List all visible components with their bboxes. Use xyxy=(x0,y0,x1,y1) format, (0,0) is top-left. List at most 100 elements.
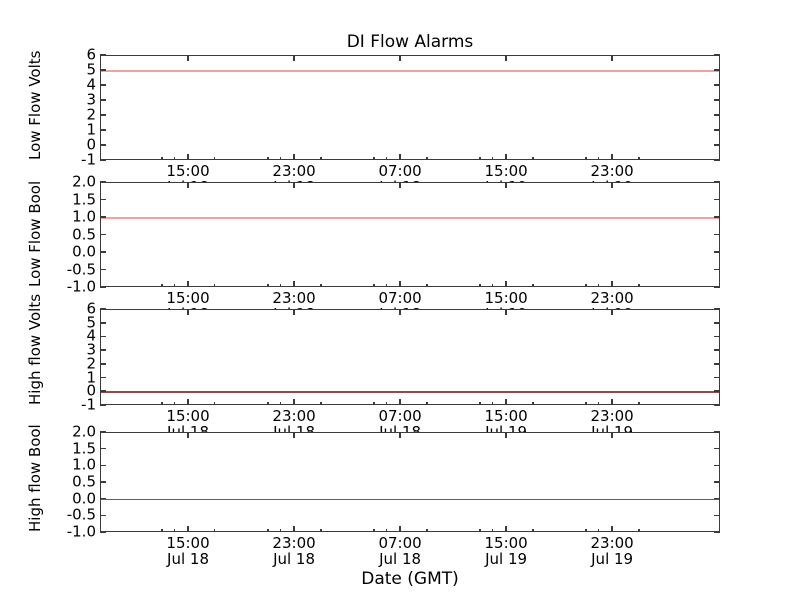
subplot-2-ytick-label: 6 xyxy=(86,299,96,318)
xtick-time: 15:00 xyxy=(166,407,210,425)
subplot-0-ytick-mark xyxy=(100,159,106,161)
subplot-1-xtick-minor xyxy=(597,284,600,287)
subplot-3-axes xyxy=(100,432,720,532)
subplot-1-axes xyxy=(100,182,720,287)
subplot-2-ytick-mark xyxy=(714,308,720,310)
subplot-2-ytick-mark xyxy=(100,376,106,379)
subplot-2-xtick-minor xyxy=(531,402,534,405)
subplot-0-xtick-minor xyxy=(385,157,388,160)
subplot-3-xtick-minor xyxy=(637,529,640,532)
xtick-time: 23:00 xyxy=(590,289,634,307)
subplot-0-ytick-label: 3 xyxy=(86,90,96,109)
subplot-2-xtick-minor xyxy=(319,402,322,405)
subplot-0-xtick-minor xyxy=(637,157,640,160)
subplot-3-xtick-minor xyxy=(161,529,163,532)
subplot-2-ytick-label: 1 xyxy=(86,368,96,387)
subplot-3-xtick-mark xyxy=(399,526,401,532)
subplot-1-ytick-label: -0.5 xyxy=(66,260,96,278)
xtick-time: 07:00 xyxy=(378,289,422,307)
subplot-2-xtick-minor xyxy=(425,402,428,405)
subplot-0-xtick-mark xyxy=(399,154,401,160)
subplot-2-ytick-label: 0 xyxy=(86,381,96,400)
subplot-0-ytick-mark xyxy=(714,114,720,116)
subplot-2-xtick-minor xyxy=(279,402,282,405)
subplot-3-xtick-label: 15:00 Jul 18 xyxy=(166,535,209,567)
subplot-3-ytick-mark xyxy=(714,431,720,433)
subplot-2-xtick-minor xyxy=(491,402,494,405)
subplot-3-xtick-mark-top xyxy=(187,432,189,438)
subplot-2-ytick-mark xyxy=(100,308,106,310)
subplot-1-ytick-mark xyxy=(714,286,720,288)
subplot-3-xtick-mark-top xyxy=(293,432,295,438)
subplot-0-xtick-minor xyxy=(479,157,481,160)
subplot-3-xtick-minor xyxy=(491,529,494,532)
subplot-3-ytick-label: 0.0 xyxy=(72,489,96,508)
subplot-0-ytick-label: 4 xyxy=(86,75,96,94)
subplot-0-xtick-minor xyxy=(597,157,600,160)
subplot-3-xtick-label: 07:00 Jul 18 xyxy=(378,535,421,567)
subplot-0-ytick-mark xyxy=(714,69,720,71)
subplot-3-xtick-minor xyxy=(213,529,216,532)
subplot-3-xtick-minor xyxy=(531,529,534,532)
subplot-2-ytick-mark xyxy=(714,390,720,393)
subplot-0-ytick-mark xyxy=(100,69,106,71)
subplot-1-xtick-minor xyxy=(479,284,481,287)
subplot-1-xtick-minor xyxy=(173,284,176,287)
subplot-2-ytick-mark xyxy=(100,390,106,393)
subplot-0-ytick-mark xyxy=(100,114,106,116)
subplot-1-xtick-mark-top xyxy=(293,182,295,188)
subplot-3-ytick-label: 0.5 xyxy=(72,472,96,491)
subplot-0-xtick-minor xyxy=(373,157,375,160)
xtick-time: 23:00 xyxy=(272,289,316,307)
subplot-1-xtick-minor xyxy=(585,284,587,287)
subplot-3-xtick-mark xyxy=(187,526,189,532)
subplot-3-ytick-mark xyxy=(714,481,720,483)
subplot-2-xtick-minor xyxy=(267,402,269,405)
xtick-time: 15:00 xyxy=(166,534,210,552)
subplot-0-ytick-mark xyxy=(714,99,720,101)
subplot-1-xtick-minor xyxy=(425,284,428,287)
subplot-2-ytick-mark xyxy=(714,335,720,338)
subplot-1-ytick-mark xyxy=(100,268,106,271)
xtick-time: 15:00 xyxy=(484,289,528,307)
subplot-3-xtick-minor xyxy=(319,529,322,532)
subplot-2-xtick-mark-top xyxy=(399,309,401,315)
subplot-0-ytick-mark xyxy=(714,144,720,146)
subplot-0-ytick-label: 5 xyxy=(86,60,96,79)
subplot-3-y-axis-label: High flow Bool xyxy=(26,424,44,532)
subplot-0-xtick-mark xyxy=(187,154,189,160)
subplot-0-xtick-minor xyxy=(173,157,176,160)
subplot-3-xtick-minor xyxy=(279,529,282,532)
subplot-0-ytick-label: 2 xyxy=(86,105,96,124)
subplot-1-y-tick-labels: -1.0 -0.5 0.0 0.5 1.0 1.5 2.0 xyxy=(44,174,96,294)
subplot-3-xtick-mark-top xyxy=(505,432,507,438)
subplot-0-xtick-minor xyxy=(491,157,494,160)
subplot-0-xtick-mark-top xyxy=(293,55,295,61)
subplot-3-ytick-mark xyxy=(100,447,106,450)
subplot-1-ytick-mark xyxy=(714,198,720,201)
subplot-2-xtick-minor xyxy=(479,402,481,405)
subplot-1-ytick-label: 1.0 xyxy=(72,207,96,226)
subplot-3-ytick-mark xyxy=(100,531,106,533)
subplot-1-xtick-minor xyxy=(279,284,282,287)
subplot-0-xtick-minor xyxy=(213,157,216,160)
subplot-3-xtick-label: 23:00 Jul 18 xyxy=(272,535,315,567)
subplot-2-xtick-minor xyxy=(173,402,176,405)
subplot-1-xtick-mark xyxy=(399,281,401,287)
subplot-1-ytick-mark xyxy=(714,233,720,236)
subplot-0-xtick-mark xyxy=(505,154,507,160)
subplot-1-ytick-label: 1.5 xyxy=(72,190,96,208)
subplot-0-y-axis-label: Low Flow Volts xyxy=(26,50,44,160)
subplot-1-xtick-mark-top xyxy=(187,182,189,188)
subplot-3-ytick-label: 1.5 xyxy=(72,439,96,458)
subplot-1-xtick-mark-top xyxy=(399,182,401,188)
subplot-1-xtick-mark-top xyxy=(611,182,613,188)
subplot-2-ytick-mark xyxy=(714,376,720,379)
subplot-3-xtick-mark xyxy=(611,526,613,532)
subplot-1-ytick-label: -1.0 xyxy=(66,277,96,296)
xtick-time: 07:00 xyxy=(378,162,422,180)
subplot-2-ytick-mark xyxy=(100,321,106,324)
subplot-1-xtick-minor xyxy=(373,284,375,287)
subplot-3-xtick-mark xyxy=(505,526,507,532)
subplot-0-xtick-minor xyxy=(425,157,428,160)
